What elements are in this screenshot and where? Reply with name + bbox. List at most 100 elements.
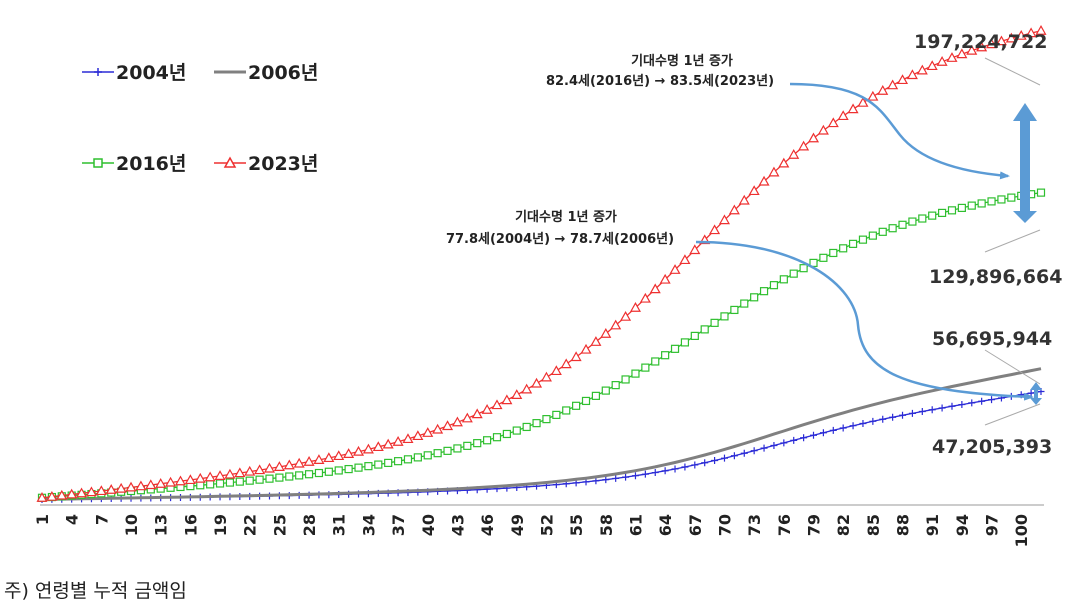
data-point [888, 224, 897, 233]
data-point [473, 439, 482, 448]
end-label-2023: 197,224,722 [914, 31, 1047, 53]
data-point [552, 410, 561, 419]
data-point [581, 396, 591, 406]
data-point [740, 449, 748, 457]
data-point [145, 479, 157, 490]
x-tick-label: 7 [92, 514, 111, 525]
data-point [760, 444, 768, 452]
data-point [689, 244, 701, 255]
data-point [750, 447, 758, 455]
data-point [580, 343, 592, 354]
x-tick-label: 73 [745, 514, 764, 536]
data-point [817, 124, 829, 135]
data-point [384, 458, 393, 468]
data-point [204, 471, 216, 482]
data-point [214, 470, 226, 480]
data-point [877, 84, 889, 95]
data-point [759, 287, 769, 296]
data-point [869, 417, 877, 425]
data-point [423, 451, 432, 460]
end-label-2006: 56,695,944 [932, 328, 1052, 350]
x-tick-label: 85 [864, 514, 883, 536]
data-point [800, 434, 808, 442]
data-point [711, 457, 719, 465]
data-point [669, 264, 681, 274]
data-point [105, 484, 117, 494]
data-point [928, 406, 936, 414]
data-point [738, 194, 750, 205]
data-point [948, 402, 956, 410]
data-point [958, 401, 966, 409]
data-point [184, 474, 196, 485]
data-point [641, 363, 650, 372]
data-point [601, 386, 610, 395]
x-axis-ticks: 1 4 7 10 13 16 19 22 25 28 31 34 37 40 43 46 49 52 55 58 61 6… [33, 514, 1031, 547]
data-point [659, 273, 671, 284]
x-tick-label: 82 [834, 514, 853, 536]
data-point [36, 492, 48, 502]
x-tick-label: 52 [537, 514, 556, 536]
data-point [978, 397, 986, 405]
x-tick-label: 76 [775, 514, 794, 536]
data-point [621, 375, 630, 384]
data-point [314, 468, 324, 478]
data-point [265, 474, 274, 483]
x-tick-label: 58 [597, 514, 616, 536]
legend-item-2006[interactable]: 2006년 [214, 62, 318, 84]
data-point [1015, 29, 1027, 40]
annotation-bottom-line1: 기대수명 1년 증가 [515, 209, 617, 225]
data-point [402, 433, 414, 444]
data-point [898, 220, 907, 229]
data-point [848, 239, 858, 248]
data-point [511, 389, 523, 399]
data-point [622, 473, 630, 481]
data-point [629, 302, 641, 312]
data-point [995, 35, 1007, 46]
data-point [936, 56, 948, 66]
curved-arrow-icon [695, 240, 1034, 401]
data-point [837, 110, 849, 121]
legend-item-2004[interactable]: 2004년 [82, 62, 186, 84]
data-point [918, 408, 926, 416]
data-point [224, 468, 236, 479]
x-tick-label: 34 [359, 514, 378, 536]
data-point [403, 455, 413, 464]
data-point [896, 74, 909, 85]
data-point [977, 199, 986, 208]
x-tick-label: 88 [894, 514, 913, 536]
annotation-top-line1: 기대수명 1년 증가 [631, 53, 733, 69]
data-point [165, 476, 177, 487]
data-point [878, 227, 887, 236]
data-point [422, 427, 434, 437]
data-point [889, 413, 897, 421]
data-point [631, 472, 639, 480]
data-point [750, 293, 759, 302]
legend-item-2023[interactable]: 2023년 [214, 153, 318, 175]
data-point [56, 489, 68, 500]
data-point [611, 381, 620, 390]
data-point [748, 185, 760, 196]
data-point [76, 487, 88, 498]
data-point [906, 69, 918, 80]
gap-arrow-2016-2023 [1013, 103, 1037, 223]
curved-arrow-icon [789, 82, 1010, 180]
data-point [887, 79, 899, 90]
data-point [602, 476, 610, 484]
x-tick-label: 55 [567, 514, 586, 536]
x-tick-label: 100 [1012, 514, 1031, 547]
data-point [313, 454, 325, 464]
data-point [285, 472, 294, 481]
data-point [829, 248, 838, 258]
data-point [691, 461, 699, 469]
data-point [412, 430, 424, 441]
data-point [780, 439, 788, 447]
data-point [234, 467, 246, 478]
data-point [570, 351, 582, 362]
data-point [908, 409, 916, 417]
x-tick-label: 4 [63, 514, 82, 525]
data-point [95, 485, 107, 496]
data-point [718, 214, 731, 225]
x-tick-label: 94 [953, 514, 972, 536]
legend-item-2016[interactable]: 2016년 [82, 153, 186, 175]
data-point [1005, 32, 1017, 43]
